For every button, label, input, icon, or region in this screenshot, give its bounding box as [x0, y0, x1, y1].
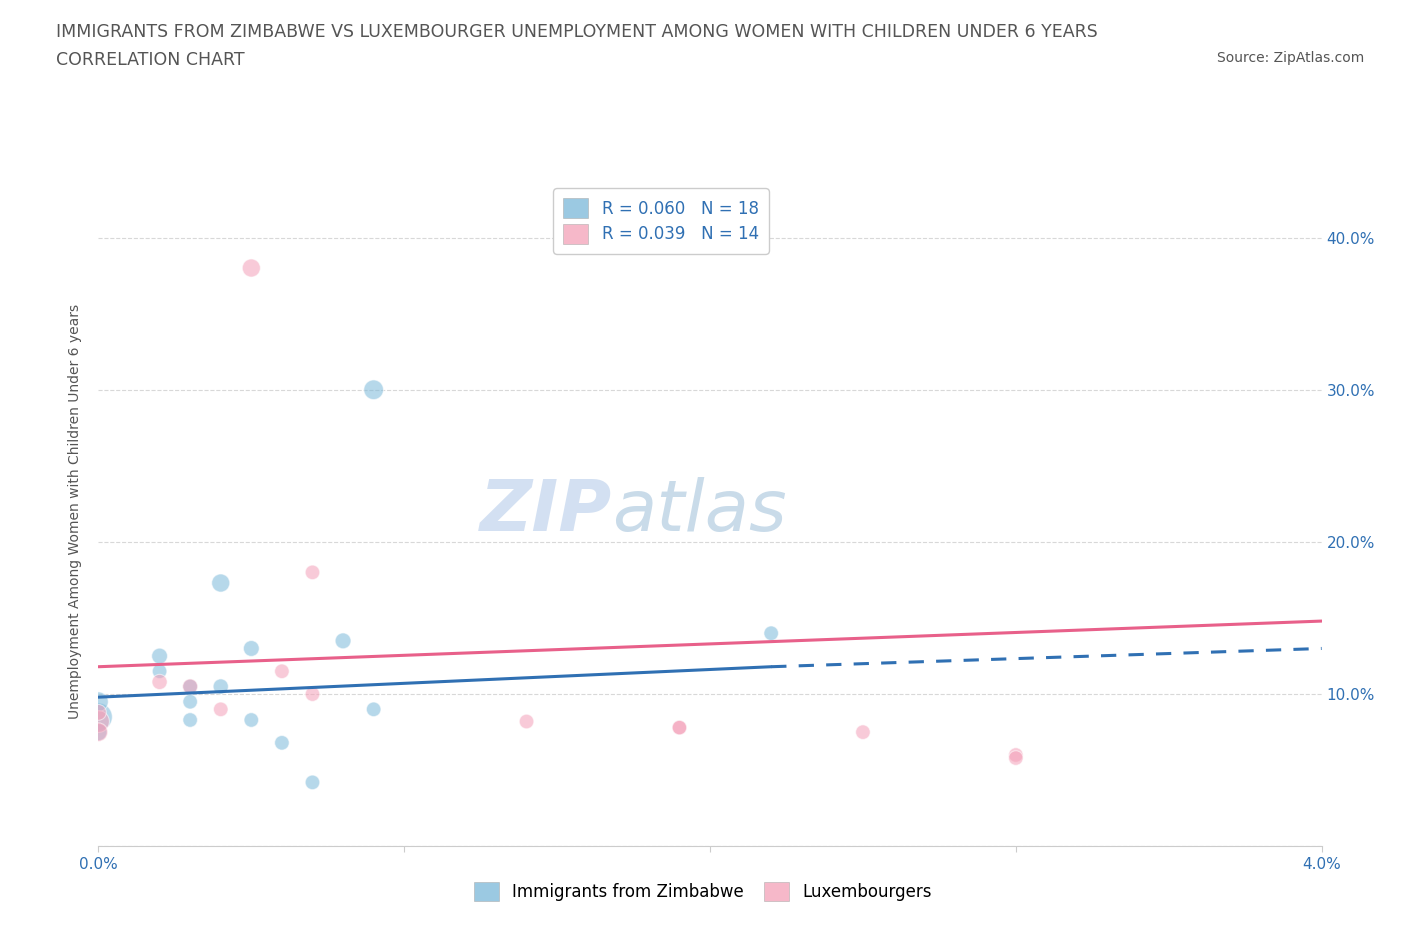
Point: [87, 724, 110, 739]
Point: [1004, 751, 1026, 765]
Point: [363, 702, 385, 717]
Text: Source: ZipAtlas.com: Source: ZipAtlas.com: [1216, 51, 1364, 65]
Point: [240, 641, 263, 656]
Point: [209, 702, 232, 717]
Point: [209, 679, 232, 694]
Point: [149, 674, 172, 689]
Text: ZIP: ZIP: [479, 477, 612, 546]
Text: atlas: atlas: [612, 477, 787, 546]
Point: [759, 626, 782, 641]
Point: [179, 679, 201, 694]
Point: [668, 720, 690, 735]
Point: [87, 695, 110, 710]
Text: CORRELATION CHART: CORRELATION CHART: [56, 51, 245, 69]
Point: [149, 648, 172, 663]
Point: [149, 664, 172, 679]
Point: [179, 712, 201, 727]
Point: [87, 724, 110, 739]
Point: [301, 775, 323, 790]
Point: [87, 714, 110, 729]
Point: [332, 633, 354, 648]
Point: [179, 695, 201, 710]
Point: [1004, 748, 1026, 763]
Point: [87, 705, 110, 720]
Point: [363, 382, 385, 397]
Point: [852, 724, 875, 739]
Point: [270, 664, 294, 679]
Point: [87, 710, 110, 724]
Point: [301, 686, 323, 701]
Point: [240, 712, 263, 727]
Point: [270, 736, 294, 751]
Point: [668, 720, 690, 735]
Point: [179, 679, 201, 694]
Text: IMMIGRANTS FROM ZIMBABWE VS LUXEMBOURGER UNEMPLOYMENT AMONG WOMEN WITH CHILDREN : IMMIGRANTS FROM ZIMBABWE VS LUXEMBOURGER…: [56, 23, 1098, 41]
Point: [209, 576, 232, 591]
Legend: R = 0.060   N = 18, R = 0.039   N = 14: R = 0.060 N = 18, R = 0.039 N = 14: [554, 189, 769, 254]
Legend: Immigrants from Zimbabwe, Luxembourgers: Immigrants from Zimbabwe, Luxembourgers: [467, 875, 939, 908]
Y-axis label: Unemployment Among Women with Children Under 6 years: Unemployment Among Women with Children U…: [69, 304, 83, 719]
Point: [240, 260, 263, 275]
Point: [516, 714, 538, 729]
Point: [301, 565, 323, 579]
